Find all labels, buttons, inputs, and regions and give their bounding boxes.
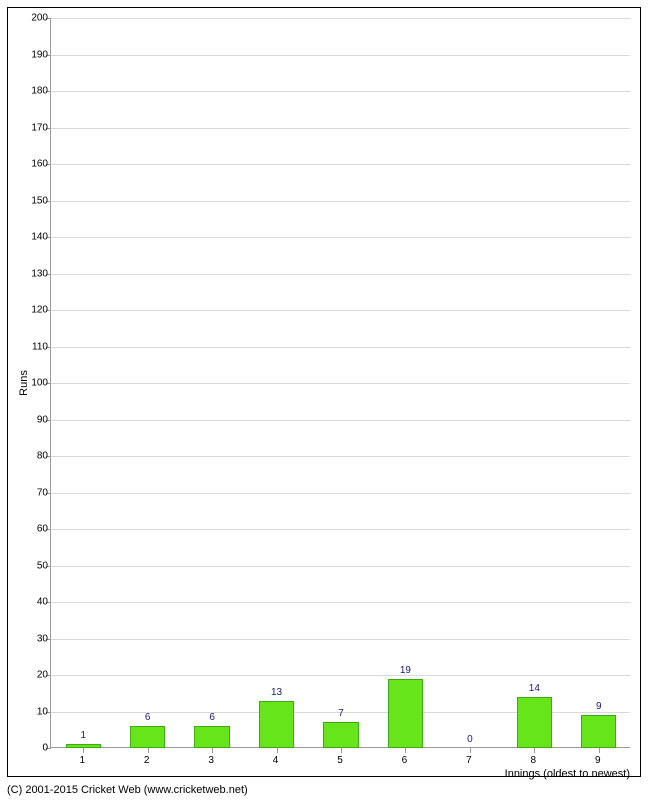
bar (388, 679, 423, 748)
y-tick-label: 40 (37, 597, 48, 608)
bar-value-label: 6 (209, 712, 215, 723)
x-tick-mark (405, 748, 406, 753)
y-tick-label: 70 (37, 487, 48, 498)
y-tick-label: 100 (31, 378, 48, 389)
gridline (51, 18, 630, 19)
gridline (51, 602, 630, 603)
gridline (51, 675, 630, 676)
bar (581, 715, 616, 748)
x-tick-label: 7 (466, 755, 472, 766)
bar (194, 726, 229, 748)
y-tick-label: 150 (31, 195, 48, 206)
bar (259, 701, 294, 748)
bar-value-label: 6 (145, 712, 151, 723)
bar-value-label: 14 (529, 683, 540, 694)
x-tick-label: 2 (144, 755, 150, 766)
x-tick-mark (341, 748, 342, 753)
gridline (51, 91, 630, 92)
chart-container: 166137190149 Runs Innings (oldest to new… (0, 0, 650, 800)
x-tick-label: 3 (208, 755, 214, 766)
y-tick-label: 140 (31, 232, 48, 243)
x-tick-mark (534, 748, 535, 753)
y-tick-label: 30 (37, 633, 48, 644)
y-tick-label: 0 (42, 743, 48, 754)
gridline (51, 383, 630, 384)
y-tick-label: 160 (31, 159, 48, 170)
gridline (51, 529, 630, 530)
y-tick-label: 80 (37, 451, 48, 462)
bar (130, 726, 165, 748)
gridline (51, 493, 630, 494)
x-tick-mark (148, 748, 149, 753)
y-tick-label: 170 (31, 122, 48, 133)
x-tick-label: 6 (402, 755, 408, 766)
x-tick-label: 8 (531, 755, 537, 766)
bar-value-label: 13 (271, 687, 282, 698)
bar-value-label: 0 (467, 734, 473, 745)
y-tick-label: 60 (37, 524, 48, 535)
gridline (51, 164, 630, 165)
x-tick-mark (599, 748, 600, 753)
gridline (51, 420, 630, 421)
gridline (51, 237, 630, 238)
x-tick-label: 4 (273, 755, 279, 766)
x-tick-mark (470, 748, 471, 753)
y-tick-label: 10 (37, 706, 48, 717)
x-tick-mark (277, 748, 278, 753)
x-tick-label: 1 (79, 755, 85, 766)
bar (323, 722, 358, 748)
y-tick-label: 20 (37, 670, 48, 681)
gridline (51, 310, 630, 311)
x-tick-label: 5 (337, 755, 343, 766)
y-tick-label: 90 (37, 414, 48, 425)
plot-area: 1 6 6 13 7 19 0 14 9 (50, 18, 630, 748)
y-tick-label: 190 (31, 49, 48, 60)
y-tick-label: 110 (32, 341, 48, 352)
y-axis-label: Runs (18, 370, 30, 396)
gridline (51, 55, 630, 56)
gridline (51, 456, 630, 457)
y-tick-label: 180 (31, 86, 48, 97)
x-axis-label: Innings (oldest to newest) (450, 768, 630, 780)
gridline (51, 201, 630, 202)
y-tick-label: 50 (37, 560, 48, 571)
bar-value-label: 19 (400, 665, 411, 676)
copyright-text: (C) 2001-2015 Cricket Web (www.cricketwe… (7, 784, 248, 796)
bar-value-label: 7 (338, 708, 344, 719)
x-tick-mark (212, 748, 213, 753)
bar-value-label: 1 (80, 730, 86, 741)
gridline (51, 566, 630, 567)
x-tick-mark (83, 748, 84, 753)
y-tick-label: 120 (31, 305, 48, 316)
x-tick-label: 9 (595, 755, 601, 766)
bar-value-label: 9 (596, 701, 602, 712)
gridline (51, 639, 630, 640)
gridline (51, 347, 630, 348)
gridline (51, 128, 630, 129)
y-tick-label: 200 (31, 13, 48, 24)
y-tick-label: 130 (31, 268, 48, 279)
gridline (51, 274, 630, 275)
bar (517, 697, 552, 748)
